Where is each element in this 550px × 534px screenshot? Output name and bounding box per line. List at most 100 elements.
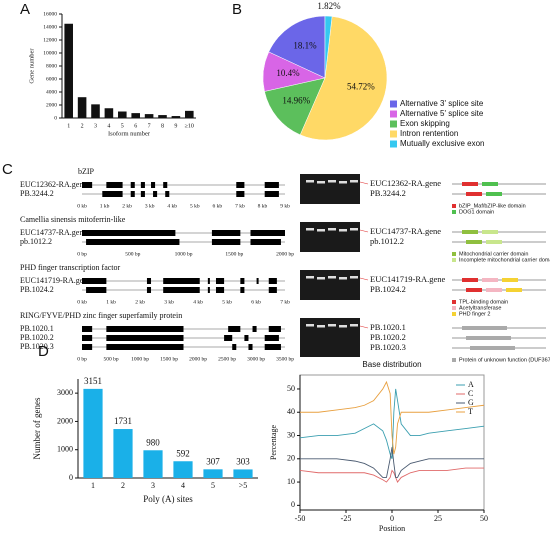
scale-label: 1 kb [100, 203, 110, 209]
pie-slice [264, 77, 326, 136]
exon [82, 344, 93, 350]
scale-label: 2 kb [135, 299, 145, 305]
legend-label: Alternative 5' splice site [400, 109, 484, 118]
legend-swatch [390, 140, 397, 148]
x-tick-label: -50 [295, 514, 306, 523]
isoform-name-right: EUC12362-RA.gene [370, 178, 441, 188]
isoform-name-right: PB.1020.1 [370, 322, 406, 332]
exon [106, 182, 123, 188]
scale-label: 2000 bp [189, 356, 207, 362]
exon [82, 278, 107, 284]
chart-title: Base distribution [362, 360, 421, 369]
y-tick-label: 16000 [43, 11, 57, 17]
domain-swatch [452, 358, 456, 362]
y-tick-label: 10000 [43, 50, 57, 56]
exon [82, 182, 93, 188]
legend-label: C [468, 389, 473, 398]
gel-band [339, 325, 347, 328]
gel [300, 222, 360, 252]
domain [466, 240, 482, 244]
connector [359, 325, 369, 329]
legend-swatch [390, 130, 397, 138]
gel-band [328, 180, 336, 183]
bar [77, 97, 87, 118]
legend-label: Alternative 3' splice site [400, 99, 484, 108]
domain [486, 240, 502, 244]
domain-label: Acetyltransferase [459, 305, 502, 311]
line [299, 388, 485, 459]
bar [173, 461, 193, 478]
domain-label: DOG1 domain [459, 209, 494, 215]
y-tick-label: 40 [287, 407, 295, 416]
y-tick-label: 3000 [57, 388, 73, 397]
x-axis-label: Position [379, 524, 405, 533]
gel-band [328, 228, 336, 231]
legend-label: Intron rentention [400, 129, 458, 138]
y-tick-label: 0 [69, 473, 73, 482]
scale-label: 3500 bp [276, 356, 294, 362]
x-tick-label: 3 [94, 123, 97, 129]
domain-swatch [452, 300, 456, 304]
data-label: 1731 [114, 416, 132, 426]
data-label: 980 [146, 437, 160, 447]
exon [264, 191, 279, 197]
exon [215, 278, 225, 284]
bar [144, 114, 154, 118]
isoform-name: PB.1020.3 [20, 342, 54, 351]
scale-label: 7 kb [280, 299, 290, 305]
exon [140, 182, 145, 188]
gel-band [350, 276, 358, 279]
exon [82, 230, 176, 236]
domain [482, 230, 498, 234]
gel [300, 270, 360, 300]
isoform-name: PB.1020.2 [20, 333, 54, 342]
legend-label: T [468, 407, 473, 416]
gel-band [339, 229, 347, 232]
domain [462, 326, 507, 330]
scale-label: 8 kb [258, 203, 268, 209]
domain-swatch [452, 210, 456, 214]
y-tick-label: 0 [291, 500, 295, 509]
exon [102, 191, 123, 197]
scale-label: 2 kb [122, 203, 132, 209]
y-axis-label: Gene number [28, 48, 35, 84]
pie-slice [268, 15, 326, 79]
x-tick-label: 7 [148, 123, 151, 129]
y-tick-label: 20 [287, 454, 295, 463]
exon [248, 344, 253, 350]
exon [153, 191, 158, 197]
exon [163, 182, 168, 188]
panel-label: A [20, 1, 30, 18]
line [300, 380, 485, 455]
x-tick-label: 9 [174, 123, 177, 129]
gel-band [350, 324, 358, 327]
slice-label: 1.82% [317, 1, 341, 11]
scale-label: 2500 bp [218, 356, 236, 362]
domain [482, 182, 498, 186]
legend-label: Mutually exclusive exon [400, 139, 484, 148]
gene-title: PHD finger transcription factor [20, 263, 121, 272]
y-tick-label: 0 [54, 115, 57, 121]
exon [256, 278, 259, 284]
exon [232, 344, 237, 350]
isoform-name: PB.1020.1 [20, 324, 54, 333]
bar [91, 104, 100, 118]
isoform-name-right: EUC14737-RA.gene [370, 226, 441, 236]
scale-label: 3 kb [145, 203, 155, 209]
line [299, 467, 484, 483]
bar [104, 108, 114, 118]
domain-label: TPL-binding domain [459, 299, 508, 305]
gel-band [317, 229, 325, 232]
scale-label: 1000 bp [175, 251, 193, 257]
domain-swatch [452, 252, 456, 256]
y-axis-label: Percentage [269, 425, 278, 461]
x-tick-label: ≥10 [185, 123, 194, 129]
domain-label: bZIP_Maf/bZIP-like domain [459, 203, 526, 209]
exon [130, 182, 135, 188]
x-axis-label: Isoform number [108, 130, 151, 137]
domain-swatch [452, 306, 456, 310]
connector [359, 229, 369, 233]
x-axis-label: Poly (A) sites [143, 494, 193, 504]
bar [203, 469, 223, 478]
exon [106, 344, 184, 350]
